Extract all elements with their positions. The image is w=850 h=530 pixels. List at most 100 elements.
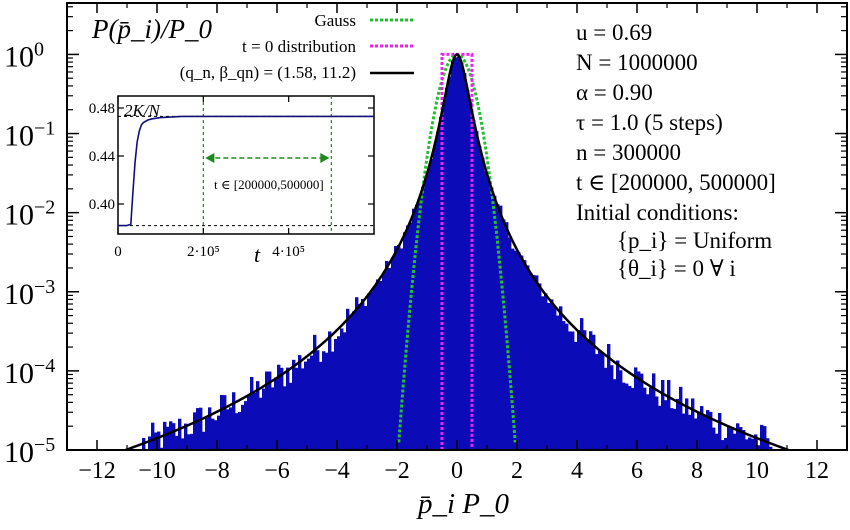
x-tick-label: −8 <box>204 458 230 484</box>
histogram-bar <box>634 367 638 450</box>
histogram-bar <box>391 257 395 450</box>
histogram-bar <box>397 245 401 450</box>
histogram-bar <box>238 412 242 450</box>
histogram-bar <box>553 306 557 450</box>
inset-data-line <box>118 115 374 227</box>
histogram-bar <box>307 358 311 450</box>
histogram-bar <box>706 410 710 450</box>
histogram-bar <box>187 434 191 450</box>
histogram-bar <box>442 103 446 450</box>
histogram-bar <box>658 405 662 450</box>
histogram-bar <box>490 187 494 450</box>
histogram-bar <box>253 392 257 450</box>
histogram-bar <box>769 446 773 450</box>
histogram-bar <box>718 413 722 450</box>
histogram-bar <box>589 331 593 450</box>
histogram-bar <box>232 392 236 450</box>
histogram-bar <box>226 409 230 450</box>
histogram-bar <box>709 411 713 450</box>
histogram-bar <box>757 445 761 450</box>
histogram-bar <box>742 430 746 450</box>
histogram-bar <box>751 438 755 450</box>
histogram-bar <box>601 353 605 450</box>
x-tick-label: −10 <box>138 458 176 484</box>
histogram-bar <box>463 73 467 451</box>
histogram-bar <box>277 364 281 450</box>
histogram-bar <box>556 315 560 450</box>
histogram-bar <box>478 145 482 450</box>
histogram-bar <box>157 431 161 450</box>
histogram-bar <box>421 186 425 450</box>
histogram-bar <box>379 280 383 450</box>
inset-arrowhead-left <box>205 153 215 163</box>
legend-label-fit: (q_n, β_qn) = (1.58, 11.2) <box>180 63 356 82</box>
histogram-bar <box>736 423 740 450</box>
histogram-bar <box>460 62 464 450</box>
x-tick-label: 4 <box>571 458 583 484</box>
histogram-bar <box>229 407 233 450</box>
histogram-bar <box>436 131 440 450</box>
histogram-bar <box>328 331 332 450</box>
histogram-bar <box>448 76 452 450</box>
histogram-bar <box>703 414 707 450</box>
histogram-bar <box>622 382 626 450</box>
histogram-bar <box>172 423 176 450</box>
histogram-bar <box>394 246 398 450</box>
histogram-bar <box>499 205 503 450</box>
histogram-bar <box>346 308 350 450</box>
y-tick-label: 10−5 <box>4 434 55 469</box>
histogram-bar <box>319 361 323 450</box>
histogram-bar <box>331 351 335 450</box>
histogram-bar <box>580 318 584 450</box>
histogram-bar <box>235 413 239 450</box>
inset-chart: 0.40 0.44 0.48 0 2·10⁵ 4·10⁵ 2K/N t t ∈ [2000… <box>89 95 375 267</box>
histogram-bar <box>166 426 170 450</box>
histogram-bar <box>427 168 431 450</box>
inset-x-tick-label: 0 <box>114 244 122 260</box>
histogram-bar <box>604 367 608 450</box>
histogram-bar <box>418 198 422 450</box>
histogram-bar <box>760 424 764 450</box>
histogram-bar <box>619 370 623 450</box>
legend-label-initial: t = 0 distribution <box>242 37 356 56</box>
histogram-bar <box>373 286 377 450</box>
histogram-bar <box>367 293 371 450</box>
legend: Gauss t = 0 distribution (q_n, β_qn) = (… <box>180 11 414 82</box>
inset-x-tick-label: 2·10⁵ <box>187 244 220 260</box>
histogram-bar <box>256 381 260 450</box>
histogram-bar <box>169 421 173 450</box>
histogram-bar <box>343 332 347 450</box>
x-tick-labels: −12 −10 −8 −6 −4 −2 0 2 4 6 8 10 12 <box>78 458 829 484</box>
histogram-bar <box>358 303 362 450</box>
histogram-bar <box>433 145 437 450</box>
histogram-bar <box>745 439 749 450</box>
y-tick-label: 10−4 <box>4 355 55 390</box>
param-tau: τ = 1.0 (5 steps) <box>576 110 723 135</box>
histogram-bar <box>283 386 287 450</box>
histogram-bar <box>724 437 728 450</box>
histogram-bar <box>352 311 356 450</box>
histogram-bar <box>265 371 269 450</box>
histogram-bar <box>595 354 599 450</box>
histogram-bar <box>700 406 704 450</box>
histogram-bar <box>715 433 719 450</box>
histogram-bar <box>310 355 314 450</box>
histogram-bar <box>520 255 524 450</box>
histogram-bar <box>286 367 290 450</box>
histogram-bar <box>466 90 470 450</box>
histogram-bar <box>733 433 737 450</box>
histogram-bar <box>217 415 221 450</box>
histogram-bar <box>400 248 404 450</box>
histogram-bar <box>385 260 389 450</box>
x-tick-label: 2 <box>511 458 523 484</box>
histogram-bar <box>523 260 527 450</box>
inset-y-tick-label: 0.48 <box>89 101 115 117</box>
x-tick-label: 8 <box>691 458 703 484</box>
histogram-bar <box>415 204 419 450</box>
histogram-bar <box>424 176 428 450</box>
histogram-bar <box>457 56 461 450</box>
histogram-bar <box>361 298 365 450</box>
histogram-bar <box>313 334 317 450</box>
